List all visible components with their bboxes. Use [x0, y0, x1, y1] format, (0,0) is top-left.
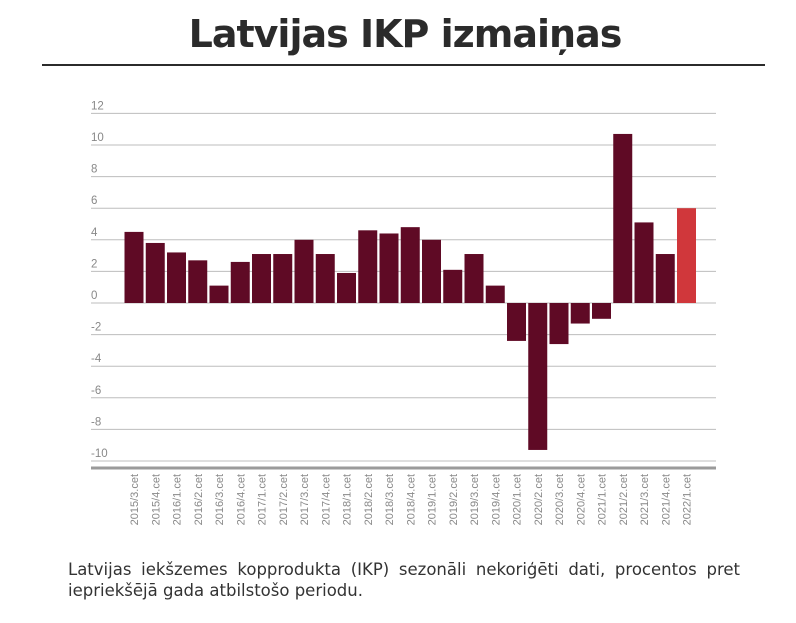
bar [655, 254, 675, 303]
y-tick-label: -4 [91, 353, 102, 365]
x-tick-label: 2018/4.cet [405, 474, 417, 525]
bars [124, 133, 696, 450]
bar [273, 254, 293, 303]
bar [507, 303, 526, 341]
x-tick-label: 2019/1.cet [427, 474, 439, 525]
bar [167, 252, 186, 303]
x-tick-label: 2017/1.cet [257, 474, 269, 525]
bar [570, 303, 590, 324]
bar [464, 254, 484, 303]
bar [422, 239, 441, 303]
x-tick-label: 2016/4.cet [235, 474, 247, 525]
y-tick-label: 12 [91, 100, 104, 112]
bar [485, 285, 505, 303]
x-axis-ticks: 2015/3.cet 2015/4.cet 2016/1.cet 2016/2.cet… [129, 474, 694, 525]
x-tick-label: 2017/2.cet [278, 474, 290, 525]
bar [592, 303, 611, 319]
x-tick-label: 2020/3.cet [554, 474, 566, 525]
bar [124, 231, 144, 303]
bar [400, 227, 420, 303]
title-divider [42, 64, 765, 66]
x-tick-label: 2021/4.cet [660, 474, 672, 525]
bar [294, 239, 314, 303]
y-tick-label: -6 [91, 385, 101, 397]
bar [252, 254, 271, 303]
x-tick-label: 2021/2.cet [618, 474, 630, 525]
x-tick-label: 2016/2.cet [193, 474, 205, 525]
y-tick-label: 8 [91, 164, 97, 176]
x-tick-label: 2016/1.cet [172, 474, 184, 525]
x-tick-label: 2019/3.cet [469, 474, 481, 525]
x-tick-label: 2016/3.cet [214, 474, 226, 525]
x-tick-label: 2020/4.cet [575, 474, 587, 525]
bar [230, 261, 250, 303]
y-tick-label: -2 [91, 322, 101, 334]
y-tick-label: 10 [91, 132, 104, 144]
y-tick-label: -8 [91, 416, 101, 428]
bar [677, 208, 696, 303]
chart-title: Latvijas IKP izmaiņas [188, 12, 623, 56]
bar-chart: 12 10 8 6 4 2 0 -2 -4 -6 -8 -10 2015/3.cet 2015/4.ce… [91, 100, 716, 525]
bar [145, 242, 165, 303]
x-tick-label: 2017/4.cet [320, 474, 332, 525]
bar [443, 269, 463, 303]
bar [209, 285, 229, 303]
y-axis-ticks: 12 10 8 6 4 2 0 -2 -4 -6 -8 -10 [91, 100, 108, 460]
chart-caption: Latvijas iekšzemes kopprodukta (IKP) sez… [68, 560, 740, 600]
bar [613, 133, 633, 303]
y-tick-label: 0 [91, 290, 97, 302]
bar [528, 303, 548, 450]
x-tick-label: 2018/3.cet [384, 474, 396, 525]
bar [634, 222, 654, 303]
x-tick-label: 2018/2.cet [363, 474, 375, 525]
x-tick-label: 2017/3.cet [299, 474, 311, 525]
x-tick-label: 2020/1.cet [512, 474, 524, 525]
y-tick-label: -10 [91, 448, 108, 460]
bar [379, 233, 399, 303]
x-tick-label: 2018/1.cet [342, 474, 354, 525]
gridlines [91, 112, 716, 462]
x-tick-label: 2019/4.cet [490, 474, 502, 525]
x-tick-label: 2021/3.cet [639, 474, 651, 525]
x-tick-label: 2015/3.cet [129, 474, 141, 525]
y-tick-label: 4 [91, 227, 98, 239]
bar [188, 260, 208, 303]
x-tick-label: 2022/1.cet [682, 474, 694, 525]
x-tick-label: 2015/4.cet [150, 474, 162, 525]
bar [337, 272, 356, 303]
x-tick-label: 2020/2.cet [533, 474, 545, 525]
bar [315, 254, 335, 303]
y-tick-label: 2 [91, 258, 97, 270]
bar [549, 303, 569, 345]
y-tick-label: 6 [91, 195, 97, 207]
bar [358, 230, 378, 303]
x-tick-label: 2021/1.cet [597, 474, 609, 525]
x-tick-label: 2019/2.cet [448, 474, 460, 525]
